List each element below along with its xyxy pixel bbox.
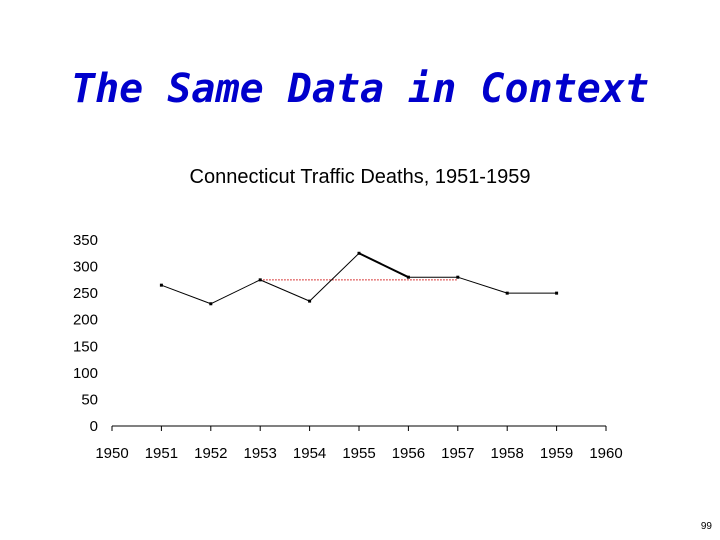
y-tick-label-350: 350 [73,232,98,249]
data-point-1953 [258,278,262,282]
chart-title: Connecticut Traffic Deaths, 1951-1959 [189,166,531,188]
x-tick-label-1952: 1952 [194,445,227,462]
page-number: 99 [700,521,712,532]
data-point-1956 [406,275,410,279]
y-tick-label-150: 150 [73,338,98,355]
x-tick-label-1953: 1953 [244,445,277,462]
data-point-1951 [159,283,163,287]
series-segment-1953-1954 [260,279,310,302]
data-point-1954 [308,299,312,303]
x-tick-label-1950: 1950 [95,445,128,462]
y-tick-label-50: 50 [81,391,98,408]
x-tick-label-1957: 1957 [441,445,474,462]
x-axis-ticks: 1950 1951 1952 1953 1954 1955 1956 1957 1958 1959… [95,426,623,462]
data-point-1959 [555,291,559,295]
y-tick-label-200: 200 [73,312,98,329]
data-point-1952 [209,302,213,306]
series-lines [161,252,557,305]
x-tick-label-1951: 1951 [145,445,178,462]
x-tick-label-1958: 1958 [491,445,524,462]
series-points [159,251,559,306]
slide-title: The Same Data in Context [71,66,649,112]
y-tick-label-250: 250 [73,285,98,302]
y-tick-label-0: 0 [90,418,98,435]
x-tick-label-1959: 1959 [540,445,573,462]
x-tick-label-1960: 1960 [589,445,622,462]
series-segment-1954-1955 [309,252,360,302]
data-point-1955 [357,251,361,255]
x-tick-label-1956: 1956 [392,445,425,462]
y-tick-label-300: 300 [73,259,98,276]
series-segment-1957-1958 [457,276,508,294]
data-point-1957 [456,275,460,279]
x-tick-label-1955: 1955 [342,445,375,462]
series-segment-1951-1952 [161,284,211,305]
series-segment-1952-1953 [210,279,261,305]
x-tick-label-1954: 1954 [293,445,326,462]
series-segment-1955-1956 [358,252,409,279]
data-point-1958 [505,291,509,295]
y-tick-label-100: 100 [73,365,98,382]
y-axis-ticks: 0 50 100 150 200 250 300 350 [73,232,98,435]
